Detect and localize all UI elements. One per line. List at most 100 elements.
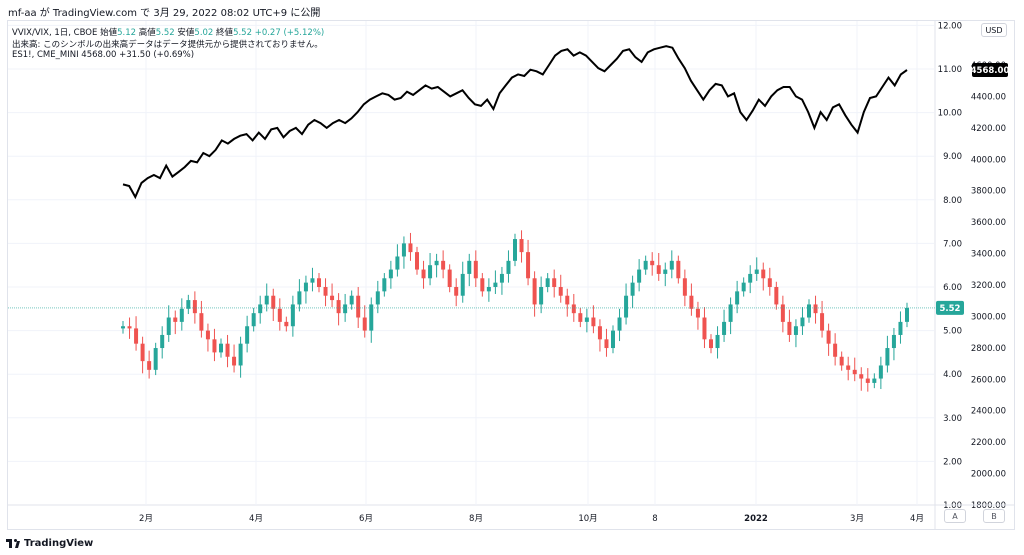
right-scale-tick: 3800.00 bbox=[971, 187, 1006, 197]
candle-body bbox=[761, 269, 766, 279]
ratio-last-price-label: 5.52 bbox=[940, 304, 961, 314]
candle-body bbox=[754, 269, 759, 274]
candle-body bbox=[689, 295, 694, 309]
candle-body bbox=[166, 317, 171, 335]
right-scale-tick: 2600.00 bbox=[971, 375, 1006, 385]
es-series-line bbox=[122, 45, 908, 200]
candle-body bbox=[486, 287, 491, 292]
left-scale-tick: 12.00 bbox=[938, 21, 962, 31]
legend-close-label: 終値 bbox=[216, 28, 234, 38]
tradingview-logo[interactable]: TradingView bbox=[6, 538, 93, 549]
candle-body bbox=[323, 287, 328, 296]
candle-body bbox=[454, 287, 459, 296]
left-scale-tick: 5.00 bbox=[943, 327, 962, 337]
candle-body bbox=[421, 269, 426, 279]
legend-row-second: ES1!, CME_MINI 4568.00 +31.50 (+0.69%) bbox=[12, 50, 194, 60]
legend-change: +0.27 (+5.12%) bbox=[254, 28, 325, 38]
right-scale-tick: 3400.00 bbox=[971, 250, 1006, 260]
left-scale-tick: 7.00 bbox=[943, 239, 962, 249]
right-scale-tick: 2400.00 bbox=[971, 407, 1006, 417]
legend-open-label: 始値 bbox=[100, 28, 118, 38]
candle-body bbox=[813, 304, 818, 314]
right-scale-tick: 4000.00 bbox=[971, 155, 1006, 165]
candle-body bbox=[310, 278, 315, 283]
candle-body bbox=[846, 365, 851, 370]
legend-second-symbol[interactable]: ES1!, CME_MINI bbox=[12, 50, 79, 60]
candle-body bbox=[643, 260, 648, 270]
x-axis-tick: 4月 bbox=[910, 514, 924, 524]
candle-body bbox=[219, 343, 223, 353]
ratio-last-price-tag bbox=[936, 300, 964, 315]
candle-body bbox=[885, 348, 890, 366]
candle-body bbox=[722, 321, 727, 335]
candle-body bbox=[513, 239, 517, 261]
candle-body bbox=[147, 361, 152, 370]
candle-body bbox=[676, 260, 681, 279]
legend-low-label: 安値 bbox=[177, 28, 195, 38]
publish-info: mf-aa が TradingView.com で 3月 29, 2022 08… bbox=[8, 8, 321, 19]
left-scale-tick: 6.00 bbox=[943, 283, 962, 293]
legend-symbol[interactable]: VVIX/VIX, 1日, CBOE bbox=[12, 28, 98, 38]
right-scale-tick: 4200.00 bbox=[971, 124, 1006, 134]
candle-body bbox=[787, 321, 792, 335]
candle-body bbox=[199, 313, 204, 331]
x-axis-tick: 3月 bbox=[850, 514, 864, 524]
candle-body bbox=[839, 356, 844, 366]
candle-body bbox=[878, 365, 883, 379]
candle-body bbox=[545, 278, 550, 287]
candle-body bbox=[434, 260, 439, 266]
right-scale-tick: 1800.00 bbox=[971, 501, 1006, 511]
auto-scale-button[interactable]: A bbox=[944, 509, 966, 523]
candle-body bbox=[780, 304, 785, 322]
candle-body bbox=[624, 295, 629, 318]
candle-body bbox=[277, 308, 282, 322]
x-axis-tick: 4月 bbox=[249, 514, 263, 524]
legend-open: 5.12 bbox=[117, 28, 137, 38]
tradingview-logo-icon bbox=[6, 539, 20, 548]
candle-body bbox=[558, 287, 563, 296]
candle-body bbox=[173, 317, 178, 322]
candle-body bbox=[297, 291, 302, 305]
log-scale-button[interactable]: B bbox=[983, 509, 1005, 523]
left-scale-tick: 4.00 bbox=[943, 370, 962, 380]
candle-body bbox=[898, 321, 903, 335]
right-scale-tick: 3000.00 bbox=[971, 312, 1006, 322]
right-scale-tick: 2000.00 bbox=[971, 470, 1006, 480]
candle-body bbox=[578, 313, 583, 322]
candle-body bbox=[565, 295, 570, 305]
right-scale-tick: 3600.00 bbox=[971, 218, 1006, 228]
legend-second-value: 4568.00 bbox=[81, 50, 117, 60]
candle-body bbox=[833, 343, 838, 357]
candle-body bbox=[532, 278, 537, 305]
candle-body bbox=[800, 317, 805, 327]
candle-body bbox=[245, 326, 250, 344]
candle-body bbox=[793, 326, 798, 335]
candle-body bbox=[669, 260, 674, 270]
candle-body bbox=[735, 291, 740, 305]
tradingview-brand: TradingView bbox=[24, 538, 94, 549]
candle-body bbox=[611, 330, 615, 349]
legend-high: 5.52 bbox=[155, 28, 175, 38]
candle-body bbox=[238, 343, 243, 366]
candle-body bbox=[506, 260, 511, 274]
candle-body bbox=[382, 278, 387, 292]
x-axis-tick: 10月 bbox=[578, 514, 597, 524]
es-last-price-label: 4568.00 bbox=[971, 66, 1010, 76]
candle-body bbox=[552, 278, 557, 287]
candle-body bbox=[349, 295, 354, 305]
legend-second-change: +31.50 (+0.69%) bbox=[119, 50, 195, 60]
candle-body bbox=[460, 273, 465, 296]
candle-body bbox=[232, 356, 237, 366]
candle-body bbox=[891, 334, 896, 349]
candle-body bbox=[617, 317, 622, 331]
legend-low: 5.02 bbox=[194, 28, 214, 38]
currency-button[interactable]: USD bbox=[981, 23, 1007, 37]
chart-frame[interactable] bbox=[7, 20, 1015, 530]
candle-body bbox=[343, 304, 348, 314]
candle-body bbox=[401, 243, 406, 257]
legend-high-label: 高値 bbox=[138, 28, 156, 38]
candle-body bbox=[493, 282, 498, 287]
candle-body bbox=[251, 313, 256, 327]
candle-body bbox=[441, 260, 446, 270]
